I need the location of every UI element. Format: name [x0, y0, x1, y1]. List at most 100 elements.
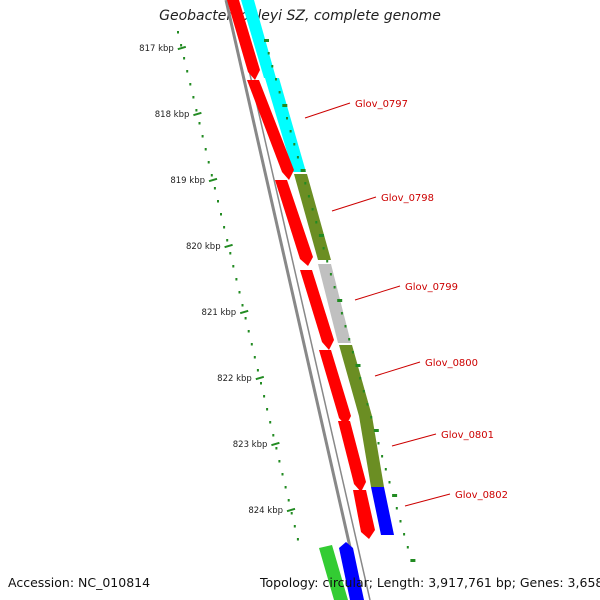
outer-minor-tick: [329, 273, 332, 276]
scale-dot: [275, 447, 278, 450]
gene-label-0801: Glov_0801: [441, 430, 494, 441]
scale-dot: [183, 57, 186, 60]
backbone-line-outer: [224, 0, 364, 600]
feature-block-blue-0802: [371, 487, 394, 535]
scale-label: 820 kbp: [186, 242, 221, 252]
outer-minor-tick: [388, 481, 391, 484]
scale-dot: [223, 226, 226, 229]
scale-dot: [192, 96, 195, 99]
cds-arrow-4: [300, 270, 334, 350]
feature-block-olive-0800: [339, 345, 372, 416]
gene-leader-0800: [374, 361, 421, 377]
scale-dot: [250, 343, 253, 346]
scale-dot: [247, 330, 250, 333]
scale-dot: [272, 434, 275, 437]
outer-major-tick: [282, 104, 288, 107]
scale-major-tick: [271, 441, 280, 447]
outer-major-tick: [264, 39, 269, 42]
scale-dot: [180, 44, 183, 47]
outer-minor-tick: [296, 156, 299, 159]
outer-minor-tick: [362, 390, 365, 393]
scale-major-tick: [255, 375, 265, 381]
outer-major-tick: [355, 364, 361, 367]
outer-minor-tick: [399, 520, 402, 523]
scale-dot: [296, 538, 299, 541]
scale-dot: [229, 252, 232, 255]
scale-dot: [244, 317, 247, 320]
scale-label: 822 kbp: [217, 374, 252, 384]
outer-major-tick: [300, 169, 306, 172]
outer-tick-marks: [264, 39, 416, 562]
scale-dot: [293, 525, 296, 528]
outer-minor-tick: [403, 533, 406, 536]
scale-dot: [284, 486, 287, 489]
outer-minor-tick: [326, 260, 329, 263]
outer-minor-tick: [381, 455, 384, 458]
scale-dot: [238, 291, 241, 294]
scale-major-tick: [224, 243, 233, 249]
outer-minor-tick: [406, 546, 409, 549]
scale-major-tick: [193, 111, 202, 117]
scale-major-tick: [239, 309, 249, 315]
scale-dot: [266, 408, 269, 411]
scale-dot: [226, 239, 229, 242]
outer-minor-tick: [322, 247, 325, 250]
scale-dot: [201, 135, 204, 138]
feature-block-cyan-0797: [265, 78, 306, 172]
scale-dot: [210, 174, 213, 177]
scale-dot: [195, 109, 198, 112]
feature-block-green: [319, 545, 348, 600]
outer-minor-tick: [304, 182, 307, 185]
outer-minor-tick: [351, 351, 354, 354]
feature-track: [241, 0, 394, 535]
outer-minor-tick: [333, 286, 336, 289]
cds-arrow-2: [247, 80, 294, 180]
cds-arrow-6: [338, 421, 366, 492]
gene-leader-0801: [391, 433, 437, 447]
scale-dot: [189, 83, 192, 86]
scale-label: 819 kbp: [170, 176, 205, 186]
gene-label-0797: Glov_0797: [355, 99, 408, 110]
scale-dot: [256, 369, 259, 372]
feature-block-cyan-top: [241, 0, 276, 78]
gene-label-0798: Glov_0798: [381, 193, 434, 204]
scale-label: 817 kbp: [139, 44, 174, 54]
scale-dot: [235, 278, 238, 281]
scale-dot: [186, 70, 189, 73]
outer-minor-tick: [307, 195, 310, 198]
scale-label: 824 kbp: [248, 506, 283, 516]
outer-minor-tick: [359, 377, 362, 380]
kbp-scale: 817 kbp 818 kbp 819 kbp 820 kbp 821 kbp 822 k…: [139, 31, 299, 541]
scale-dot: [281, 473, 284, 476]
outer-major-tick: [373, 429, 379, 432]
lower-features: [319, 542, 364, 600]
gene-label-0800: Glov_0800: [425, 358, 478, 369]
outer-minor-tick: [267, 52, 270, 55]
gene-leader-0798: [331, 196, 377, 212]
scale-major-tick: [208, 177, 218, 183]
gene-leader-0797: [304, 102, 351, 119]
feature-block-olive-0798: [294, 174, 331, 260]
scale-dot: [278, 460, 281, 463]
outer-minor-tick: [315, 221, 318, 224]
genome-summary: Topology: circular; Length: 3,917,761 bp…: [260, 575, 600, 590]
gene-leader-0802: [404, 493, 451, 507]
outer-minor-tick: [278, 91, 281, 94]
scale-dot: [207, 161, 210, 164]
cds-arrow-1: [227, 0, 260, 80]
outer-minor-tick: [377, 442, 380, 445]
gene-label-0799: Glov_0799: [405, 282, 458, 293]
scale-dot: [241, 304, 244, 307]
cds-track: [227, 0, 375, 539]
outer-minor-tick: [395, 507, 398, 510]
scale-dot: [177, 31, 179, 34]
scale-dot: [263, 395, 266, 398]
scale-dot: [198, 122, 201, 125]
outer-minor-tick: [366, 403, 369, 406]
feature-arrow-blue: [339, 542, 364, 600]
outer-major-tick: [392, 494, 398, 497]
outer-minor-tick: [286, 117, 288, 120]
gene-labels: Glov_0797 Glov_0798 Glov_0799 Glov_0800 …: [304, 99, 508, 507]
